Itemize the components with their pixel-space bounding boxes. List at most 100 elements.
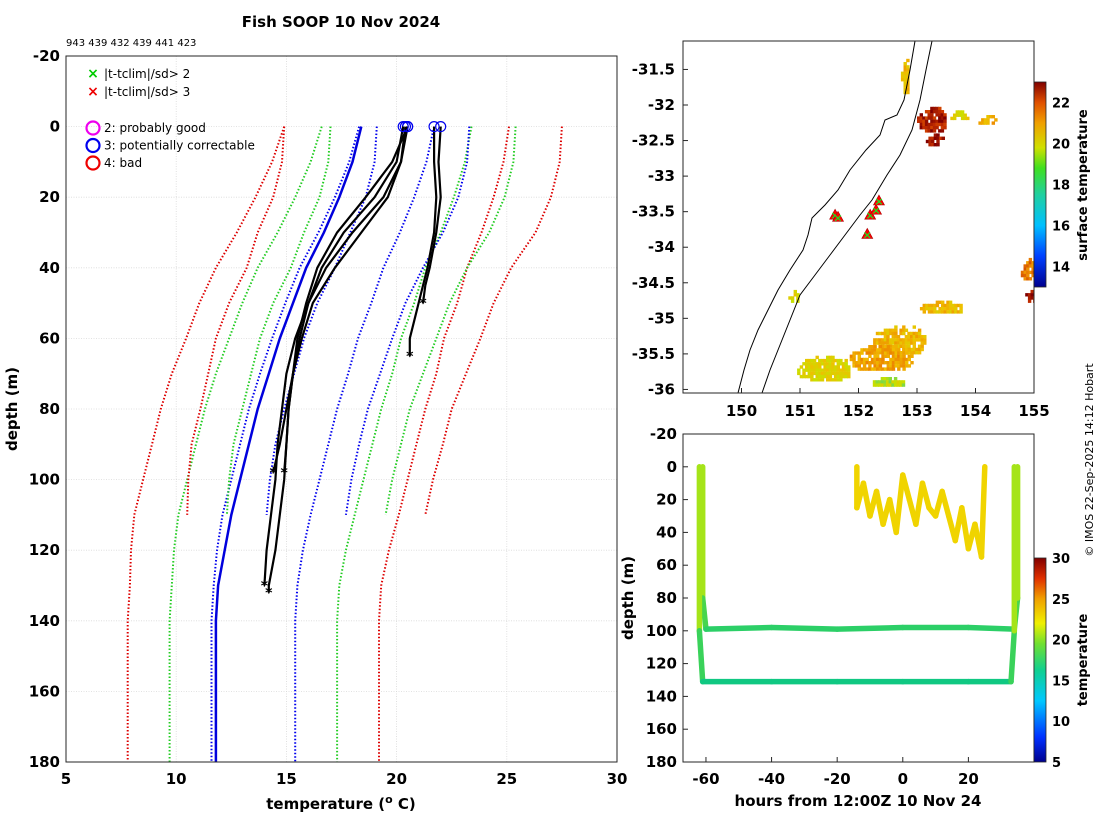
sst-cell [941, 300, 945, 304]
sst-cell [886, 377, 890, 381]
reference-line [214, 126, 363, 762]
sst-cell [915, 338, 919, 342]
sst-cell [891, 361, 896, 365]
sst-cell [872, 380, 877, 384]
sst-cell [810, 378, 814, 382]
sst-cell [915, 335, 919, 339]
sst-cell [872, 383, 877, 387]
track-segment [978, 464, 988, 560]
sst-cell [886, 331, 890, 336]
sst-cell [881, 367, 885, 371]
sst-cell [883, 377, 887, 381]
sst-cell [936, 133, 940, 137]
sst-cell [886, 380, 890, 384]
sst-cell [881, 338, 885, 342]
sst-cell [991, 121, 995, 125]
sst-cell [844, 358, 848, 363]
sst-cell [963, 116, 967, 121]
sst-cell [920, 344, 924, 348]
sst-cell [946, 303, 950, 308]
sst-cell [930, 310, 934, 314]
y-tick-label: -20 [33, 47, 60, 65]
sst-cell [880, 380, 885, 384]
sst-cell [873, 345, 877, 349]
sst-cell [881, 341, 885, 345]
sst-cell [836, 365, 840, 369]
profile-end-marker: * [419, 296, 427, 312]
sst-cell [905, 357, 909, 362]
sst-cell [857, 361, 861, 365]
sst-cell [943, 307, 947, 311]
map-colorbar-tick-label: 22 [1052, 97, 1070, 112]
sst-cell [903, 78, 907, 82]
sst-cell [938, 136, 943, 140]
sst-cell [1023, 273, 1027, 278]
sst-cell [891, 383, 895, 387]
sst-cell [844, 362, 848, 366]
sst-cell [925, 307, 929, 311]
sst-cell [875, 380, 879, 384]
sst-cell [991, 115, 995, 119]
sst-cell [940, 110, 945, 114]
sst-cell [938, 307, 942, 311]
sst-cell [951, 307, 955, 311]
sst-cell [799, 374, 804, 379]
sst-cell [810, 374, 814, 379]
sst-cell [883, 361, 888, 365]
drop-marker-cross: × [833, 211, 842, 224]
sst-cell [960, 116, 965, 121]
sst-patch [919, 300, 963, 314]
sst-cell [831, 378, 835, 382]
sst-cell [889, 364, 893, 368]
sst-cell [883, 354, 888, 358]
sst-cell [818, 371, 822, 376]
profile-end-marker: * [261, 579, 269, 595]
sst-cell [888, 383, 892, 387]
sst-cell [878, 364, 883, 368]
sst-cell [902, 338, 906, 342]
sst-cell [894, 354, 898, 358]
y-tick-label: 140 [29, 612, 60, 630]
sst-cell [932, 119, 937, 123]
sst-cell [891, 380, 895, 384]
sst-cell [910, 331, 914, 336]
drop-marker-triangle [861, 227, 874, 239]
map-y-tick-label: -32 [648, 96, 675, 114]
sst-cell [1031, 270, 1034, 275]
sst-cell [897, 351, 901, 355]
map-x-tick-label: 150 [726, 402, 757, 420]
climatology-lower-2sd [225, 126, 332, 515]
depth-time-ylabel: depth (m) [619, 556, 637, 640]
sst-cell [805, 374, 809, 379]
sst-cell [935, 303, 940, 308]
map-x-tick-label: 152 [843, 402, 874, 420]
sst-cell [933, 136, 938, 140]
sst-cell [924, 119, 929, 123]
sst-cell [873, 367, 877, 371]
sst-cell [896, 383, 900, 387]
sst-cell [925, 303, 929, 308]
sst-cell [812, 371, 817, 376]
sst-cell [1030, 293, 1034, 297]
dt-y-tick-label: 60 [656, 556, 677, 574]
sst-cell [896, 380, 900, 384]
sst-cell [873, 364, 877, 368]
sst-cell [903, 81, 907, 85]
sst-cell [862, 367, 867, 371]
legend-label: 4: bad [104, 156, 142, 170]
sst-cell [907, 348, 911, 352]
sst-cell [847, 371, 851, 376]
sst-cell [940, 119, 945, 123]
sst-cell [807, 368, 811, 372]
map-y-tick-label: -36 [648, 380, 675, 398]
sst-cell [878, 341, 882, 345]
sst-cell [818, 365, 822, 369]
sst-cell [907, 335, 911, 339]
sst-cell [938, 119, 942, 123]
sst-cell [823, 374, 827, 379]
sst-cell [930, 110, 934, 114]
sst-cell [815, 365, 819, 369]
sst-cell [896, 335, 901, 339]
sst-cell [954, 310, 958, 314]
sst-cell [915, 347, 919, 352]
